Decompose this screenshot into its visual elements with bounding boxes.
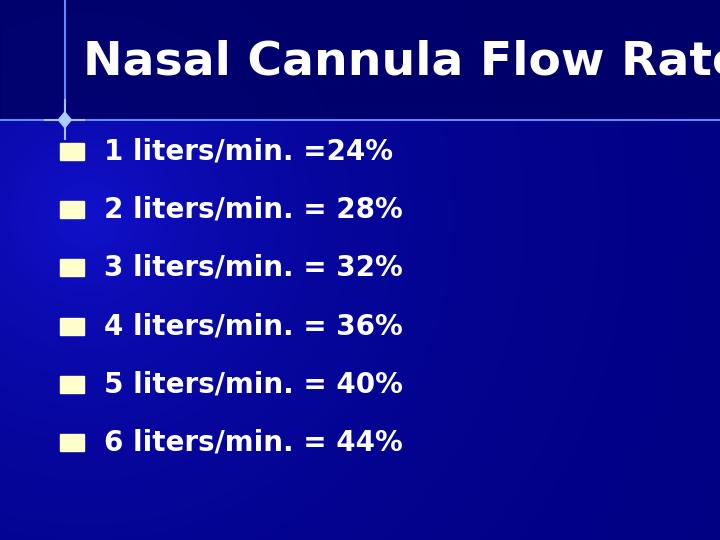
Text: Nasal Cannula Flow Rates: Nasal Cannula Flow Rates <box>83 39 720 85</box>
FancyBboxPatch shape <box>60 318 84 335</box>
FancyBboxPatch shape <box>60 259 84 276</box>
Text: 5 liters/min. = 40%: 5 liters/min. = 40% <box>104 370 403 399</box>
Polygon shape <box>58 112 71 127</box>
Text: 6 liters/min. = 44%: 6 liters/min. = 44% <box>104 429 403 457</box>
FancyBboxPatch shape <box>60 434 84 451</box>
FancyBboxPatch shape <box>60 201 84 218</box>
Text: 2 liters/min. = 28%: 2 liters/min. = 28% <box>104 195 403 224</box>
Text: 1 liters/min. =24%: 1 liters/min. =24% <box>104 137 393 165</box>
Text: 4 liters/min. = 36%: 4 liters/min. = 36% <box>104 312 403 340</box>
Text: 3 liters/min. = 32%: 3 liters/min. = 32% <box>104 254 403 282</box>
FancyBboxPatch shape <box>60 143 84 160</box>
FancyBboxPatch shape <box>60 376 84 393</box>
Bar <box>0 0 720 120</box>
